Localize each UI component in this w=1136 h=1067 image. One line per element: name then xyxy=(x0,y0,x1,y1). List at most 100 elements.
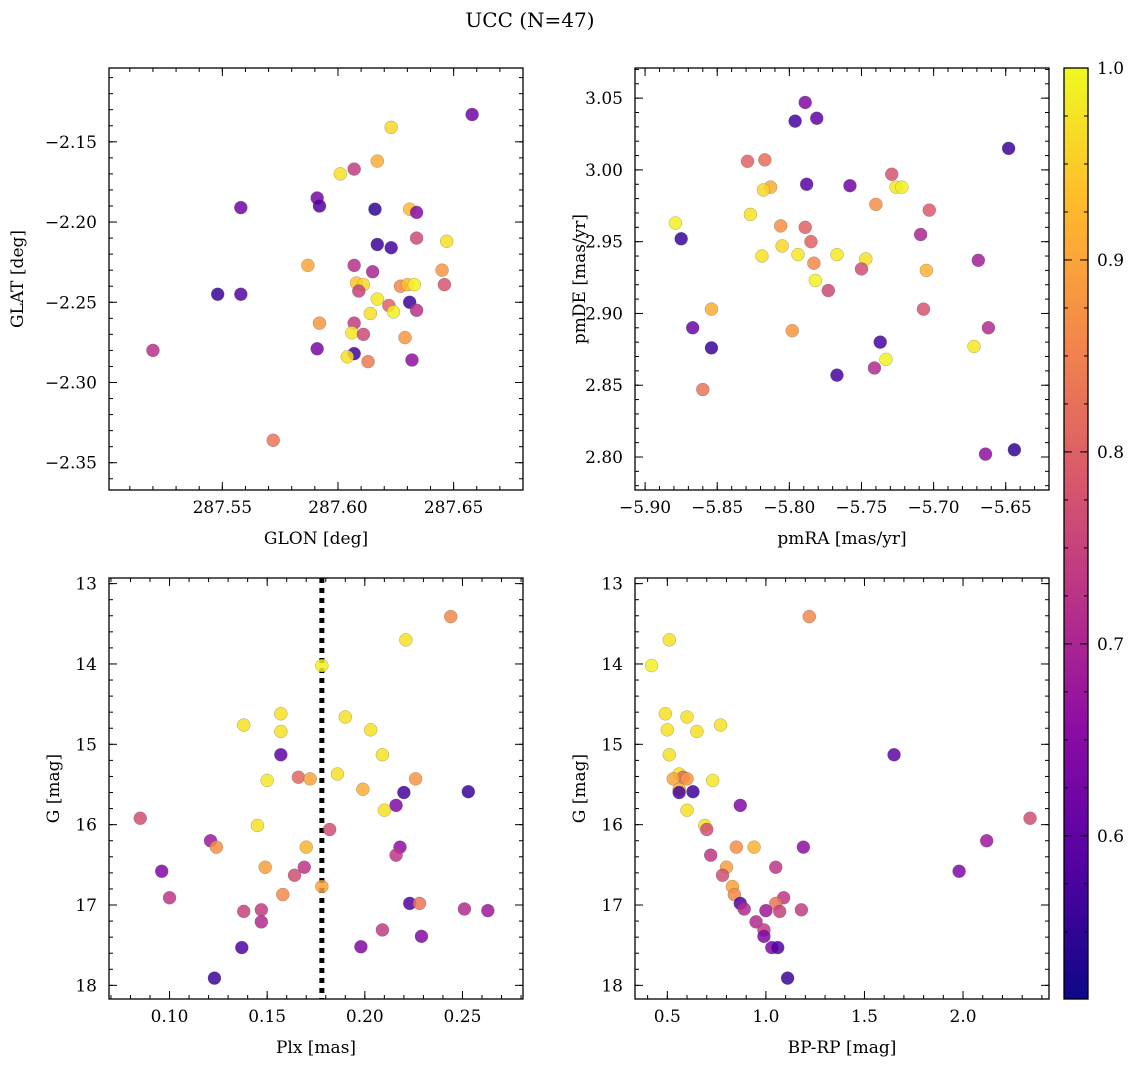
ticks xyxy=(109,68,524,490)
data-point xyxy=(234,287,248,301)
y-tick-label: 17 xyxy=(601,896,623,916)
data-point xyxy=(733,798,747,813)
ticks xyxy=(109,578,523,999)
colorbar-tick-label: 0.8 xyxy=(1097,443,1124,463)
y-tick-label: 16 xyxy=(75,816,97,836)
data-point xyxy=(680,772,694,786)
data-point xyxy=(310,342,324,356)
data-point xyxy=(155,864,169,878)
data-point xyxy=(370,237,384,252)
data-point xyxy=(919,263,934,278)
x-tick-label: −5.75 xyxy=(835,498,887,518)
data-point xyxy=(885,167,899,181)
x-tick-label: −5.80 xyxy=(763,498,815,518)
data-point xyxy=(340,350,354,364)
data-point xyxy=(830,368,844,382)
data-point xyxy=(414,929,429,944)
data-point xyxy=(981,321,996,335)
data-points xyxy=(146,107,479,447)
data-point xyxy=(254,915,269,929)
data-point xyxy=(405,353,419,367)
data-point xyxy=(967,339,981,354)
data-point xyxy=(755,249,769,263)
data-point xyxy=(356,327,371,342)
data-point xyxy=(287,868,302,882)
data-point xyxy=(363,306,378,321)
x-tick-label: −5.90 xyxy=(619,498,671,518)
data-point xyxy=(412,896,427,911)
data-point xyxy=(704,302,719,316)
y-tick-label: 16 xyxy=(601,816,623,836)
x-tick-label: 0.15 xyxy=(248,1007,286,1027)
x-axis-label: GLON [deg] xyxy=(264,529,368,549)
x-tick-label: −5.85 xyxy=(691,498,743,518)
data-point xyxy=(704,848,718,862)
data-point xyxy=(980,834,994,848)
scatter-panels: 287.55 287.60 287.65 −2.15 −2.20 −2.25 −2.30 −2… xyxy=(8,67,1050,1058)
data-point xyxy=(680,803,694,817)
data-point xyxy=(409,205,424,220)
data-point xyxy=(235,940,249,955)
x-tick-label: −5.65 xyxy=(980,498,1032,518)
data-point xyxy=(713,718,728,732)
data-point xyxy=(250,818,265,833)
data-point xyxy=(804,234,818,249)
data-point xyxy=(794,903,809,917)
y-tick-label: −2.20 xyxy=(45,213,97,233)
x-axis-label: Plx [mas] xyxy=(276,1038,356,1058)
data-point xyxy=(773,219,788,233)
data-point xyxy=(780,971,795,985)
data-point xyxy=(796,840,811,854)
data-point xyxy=(843,179,857,193)
data-point xyxy=(254,903,269,917)
data-point xyxy=(389,848,403,862)
data-point xyxy=(377,803,392,817)
y-tick-label: 18 xyxy=(75,976,97,996)
data-point xyxy=(743,207,758,222)
data-point xyxy=(234,200,248,215)
x-tick-label: 0.10 xyxy=(151,1007,189,1027)
data-point xyxy=(345,326,359,340)
data-point xyxy=(873,335,887,349)
data-point xyxy=(465,107,479,122)
data-point xyxy=(207,971,222,985)
data-point xyxy=(375,748,390,762)
data-point xyxy=(887,748,901,762)
data-point xyxy=(370,154,384,168)
data-point xyxy=(791,247,805,262)
data-point xyxy=(361,354,375,369)
data-point xyxy=(788,114,802,128)
data-point xyxy=(867,361,882,375)
data-point xyxy=(971,253,986,268)
data-point xyxy=(398,330,412,345)
y-tick-label: 2.95 xyxy=(585,233,623,253)
colorbar-tick-label: 1.0 xyxy=(1097,59,1124,79)
data-point xyxy=(658,707,673,721)
data-point xyxy=(352,284,366,298)
y-tick-label: −2.25 xyxy=(45,293,97,313)
x-tick-label: 1.5 xyxy=(851,1007,878,1027)
data-point xyxy=(266,433,280,447)
data-point xyxy=(461,785,476,799)
data-point xyxy=(666,772,680,786)
data-point xyxy=(209,840,224,854)
data-point xyxy=(660,723,675,737)
y-tick-label: 17 xyxy=(75,896,97,916)
data-point xyxy=(409,303,424,317)
data-point xyxy=(821,283,835,298)
data-point xyxy=(368,202,382,216)
data-point xyxy=(799,177,814,191)
data-point xyxy=(895,180,909,194)
data-point xyxy=(771,940,785,955)
data-point xyxy=(952,864,966,878)
data-point xyxy=(384,241,398,255)
data-point xyxy=(662,748,677,762)
y-tick-label: 15 xyxy=(601,735,623,755)
data-point xyxy=(397,785,411,800)
data-point xyxy=(237,718,251,732)
data-point xyxy=(756,183,771,197)
data-point xyxy=(407,277,421,292)
data-point xyxy=(408,772,423,786)
data-point xyxy=(386,305,401,319)
